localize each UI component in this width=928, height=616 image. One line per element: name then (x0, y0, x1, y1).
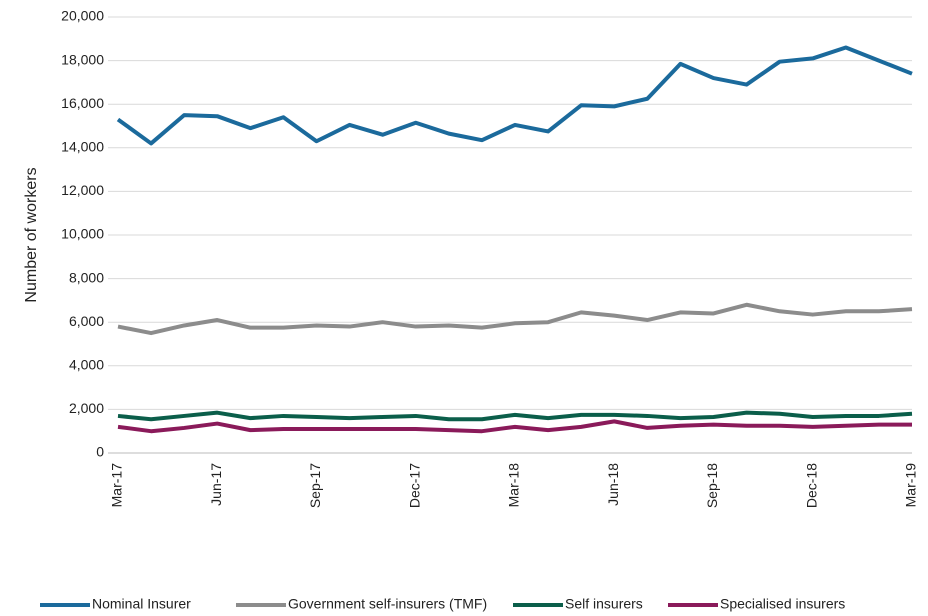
x-tick-label: Mar-17 (109, 463, 125, 508)
y-tick-label: 4,000 (69, 357, 104, 373)
x-tick-label: Dec-17 (406, 463, 422, 508)
y-axis-label: Number of workers (23, 167, 40, 302)
x-tick-label: Sep-17 (307, 463, 323, 508)
y-tick-label: 18,000 (61, 51, 104, 67)
y-tick-label: 0 (96, 444, 104, 460)
y-tick-label: 16,000 (61, 95, 104, 111)
legend-label: Self insurers (565, 596, 643, 612)
series-line (116, 45, 913, 146)
y-tick-label: 6,000 (69, 313, 104, 329)
y-tick-label: 14,000 (61, 139, 104, 155)
series-line (117, 410, 913, 422)
y-tick-label: 12,000 (61, 182, 104, 198)
x-tick-label: Mar-19 (903, 463, 919, 508)
y-tick-label: 10,000 (61, 226, 104, 242)
series-line (117, 419, 912, 434)
x-tick-label: Jun-18 (605, 463, 621, 506)
y-tick-label: 20,000 (61, 8, 104, 24)
legend-label: Nominal Insurer (92, 596, 191, 612)
legend-label: Government self-insurers (TMF) (288, 596, 487, 612)
y-tick-label: 2,000 (69, 400, 104, 416)
x-tick-label: Jun-17 (208, 463, 224, 506)
series-line (117, 302, 913, 336)
x-tick-label: Sep-18 (704, 463, 720, 508)
x-tick-label: Dec-18 (803, 463, 819, 508)
legend-label: Specialised insurers (720, 596, 845, 612)
x-tick-label: Mar-18 (506, 463, 522, 508)
y-tick-label: 8,000 (69, 269, 104, 285)
